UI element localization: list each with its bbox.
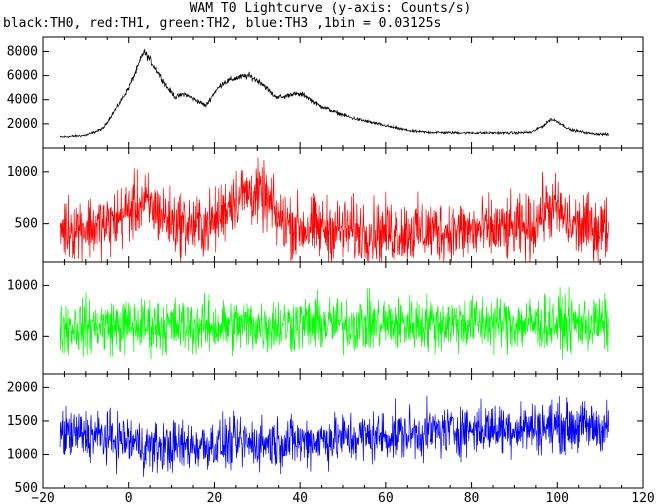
y-tick-label: 500 [15, 481, 38, 496]
y-tick-label: 2000 [7, 117, 38, 132]
x-tick-label: 100 [546, 491, 569, 504]
chart-legend-subtitle: black:TH0, red:TH1, green:TH2, blue:TH3 … [3, 16, 442, 31]
y-tick-label: 1000 [7, 447, 38, 462]
x-tick-label: 120 [631, 491, 654, 504]
y-tick-label: 500 [15, 217, 38, 232]
y-tick-label: 6000 [7, 69, 38, 84]
x-tick-label: 60 [378, 491, 394, 504]
x-tick-label: 20 [207, 491, 223, 504]
x-tick-label: −20 [31, 491, 54, 504]
series-line-th2 [59, 286, 609, 360]
x-tick-label: 40 [292, 491, 308, 504]
y-tick-label: 1500 [7, 414, 38, 429]
series-line-th1 [59, 157, 610, 262]
chart-title: WAM T0 Lightcurve (y-axis: Counts/s) [189, 1, 472, 16]
series-line-th0 [59, 48, 609, 139]
x-tick-label: 80 [464, 491, 480, 504]
y-tick-label: 500 [15, 329, 38, 344]
x-tick-label: 0 [125, 491, 133, 504]
y-tick-label: 8000 [7, 44, 38, 59]
y-tick-label: 2000 [7, 380, 38, 395]
panel-frame [42, 36, 644, 149]
series-line-th3 [59, 395, 610, 477]
y-tick-label: 1000 [7, 165, 38, 180]
y-tick-label: 1000 [7, 278, 38, 293]
y-tick-label: 4000 [7, 93, 38, 108]
